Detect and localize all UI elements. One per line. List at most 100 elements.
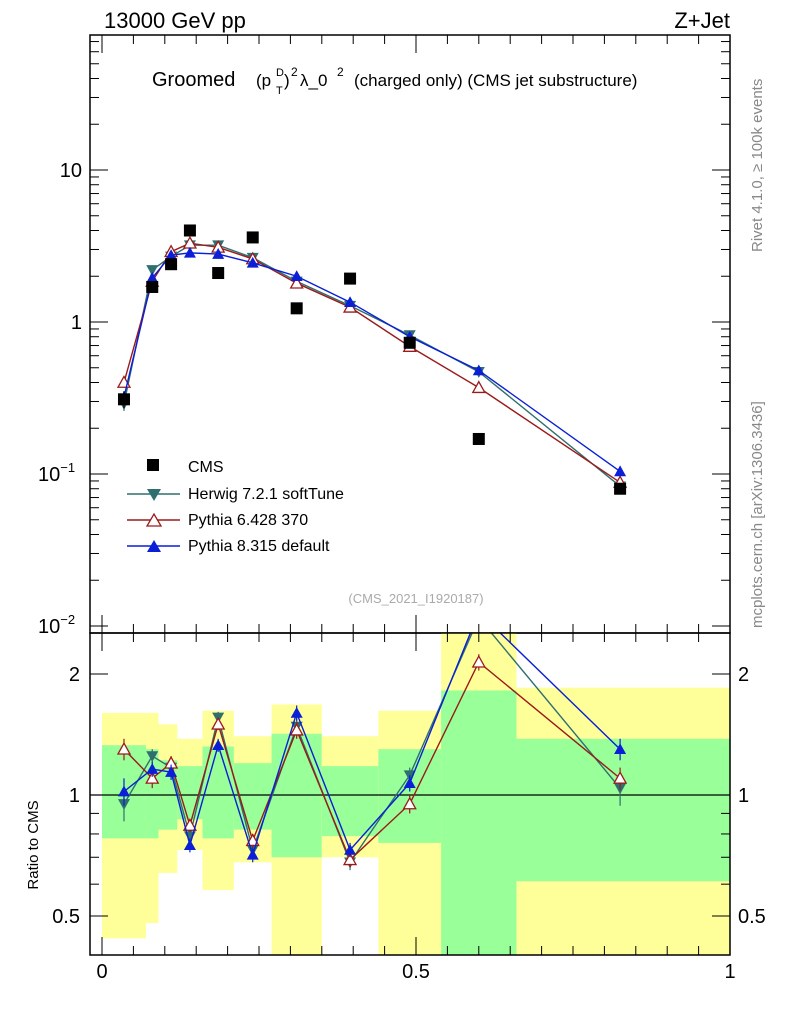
main-point-pythia8 xyxy=(165,249,178,261)
legend-label-pythia8: Pythia 8.315 default xyxy=(188,538,330,555)
ratio-point-pythia8 xyxy=(473,606,485,617)
legend-marker-herwig xyxy=(147,489,161,501)
main-series-cms xyxy=(117,224,627,495)
ratio-point-pythia8 xyxy=(246,848,259,860)
legend-marker-cms xyxy=(147,459,159,471)
legend-marker-pythia6 xyxy=(145,512,163,527)
main-line-pythia8 xyxy=(123,252,621,472)
title-prefix: Groomed xyxy=(152,69,235,91)
ratio-y-tick-label-right: 2 xyxy=(738,664,749,686)
ratio-point-pythia8 xyxy=(290,706,303,718)
ratio-point-pythia8 xyxy=(344,843,357,855)
ratio-y-tick-label-left: 1 xyxy=(69,785,80,807)
ratio-frame xyxy=(89,632,731,956)
ratio-point-pythia8 xyxy=(146,763,159,774)
ratio-series-pythia8 xyxy=(117,606,627,863)
ratio-point-pythia6 xyxy=(145,771,160,784)
main-point-cms xyxy=(403,336,416,349)
ratio-ylabel: Ratio to CMS xyxy=(25,800,42,889)
ratio-band-inner xyxy=(441,690,517,955)
main-point-pythia6 xyxy=(289,275,304,289)
ratio-point-pythia6 xyxy=(402,796,417,810)
ratio-series-pythia6 xyxy=(116,654,628,868)
main-point-cms xyxy=(344,272,357,285)
ratio-point-pythia6 xyxy=(245,833,260,847)
ratio-point-pythia6 xyxy=(342,852,358,866)
main-point-herwig xyxy=(146,265,159,276)
title-lambda-pow: 2 xyxy=(337,65,344,79)
main-y-tick-label: 10−1 xyxy=(38,460,75,486)
header-right: Z+Jet xyxy=(674,8,730,33)
ratio-series xyxy=(116,606,628,871)
header-left: 13000 GeV pp xyxy=(104,8,246,33)
main-point-pythia8 xyxy=(472,364,485,376)
ratio-point-pythia8 xyxy=(212,739,225,751)
ratio-point-pythia6 xyxy=(289,722,304,736)
title-pt-pow: 2 xyxy=(291,65,298,79)
main-point-pythia8 xyxy=(146,271,159,283)
main-point-cms xyxy=(212,267,225,280)
x-tick-label: 0 xyxy=(96,961,107,983)
main-point-cms xyxy=(290,302,303,315)
main-series-pythia8 xyxy=(117,246,627,477)
ratio-band-inner xyxy=(516,738,730,882)
ratio-point-pythia8 xyxy=(183,839,196,851)
main-y-tick-label: 1 xyxy=(71,312,82,334)
main-point-cms xyxy=(165,258,178,271)
ratio-y-tick-label-right: 0.5 xyxy=(738,906,766,928)
title-suffix: (charged only) (CMS jet substructure) xyxy=(354,71,637,90)
ratio-point-pythia8 xyxy=(403,777,416,788)
main-point-cms xyxy=(614,482,627,495)
main-point-cms xyxy=(117,393,130,406)
ratio-panel: 0.5 0.5 1 1 2 2 0 0.5 1 Ratio to CMS xyxy=(25,606,766,983)
main-y-tick-label: 10−2 xyxy=(38,612,75,638)
title-pt: (p xyxy=(256,71,271,90)
ratio-y-tick-label-right: 1 xyxy=(738,785,749,807)
ratio-bands xyxy=(102,633,730,955)
title-pt-close: ) xyxy=(284,71,290,90)
ratio-point-pythia6 xyxy=(116,741,132,755)
ratio-point-pythia8 xyxy=(614,743,627,755)
x-tick-labels: 0 0.5 1 xyxy=(96,961,735,983)
ratio-point-pythia6 xyxy=(612,771,628,784)
title-pt-sub: T xyxy=(276,85,283,97)
rivet-label: Rivet 4.1.0, ≥ 100k events xyxy=(749,79,766,252)
main-point-pythia6 xyxy=(471,380,486,394)
main-point-pythia8 xyxy=(183,246,196,258)
main-point-pythia8 xyxy=(614,465,627,477)
ratio-y-tick-label-left: 2 xyxy=(69,664,80,686)
legend-marker-pythia8 xyxy=(147,540,161,552)
main-line-herwig xyxy=(123,244,621,487)
main-point-cms xyxy=(246,231,259,244)
main-series-pythia6 xyxy=(116,235,628,488)
ratio-point-herwig xyxy=(146,751,159,763)
legend: CMS Herwig 7.2.1 softTune Pythia 6.428 3… xyxy=(127,459,344,555)
main-line-pythia6 xyxy=(123,242,621,484)
legend-label-cms: CMS xyxy=(188,459,224,476)
ratio-point-pythia8 xyxy=(117,785,130,797)
main-point-pythia8 xyxy=(246,256,259,268)
main-point-cms xyxy=(472,432,485,445)
ratio-point-pythia6 xyxy=(182,818,198,831)
title-pt-sup: D xyxy=(276,67,284,79)
ratio-point-pythia8 xyxy=(165,766,178,777)
main-y-tick-labels: 10 1 10−1 10−2 xyxy=(38,160,82,638)
ratio-point-pythia6 xyxy=(471,654,486,668)
main-y-tick-label: 10 xyxy=(60,160,82,182)
mcplots-label: mcplots.cern.ch [arXiv:1306.3436] xyxy=(749,401,766,628)
main-point-pythia8 xyxy=(290,270,303,282)
title-lambda: λ_0 xyxy=(300,71,327,90)
legend-label-pythia6: Pythia 6.428 370 xyxy=(188,512,308,529)
main-series xyxy=(116,224,628,495)
main-point-pythia8 xyxy=(344,296,357,307)
ratio-y-tick-label-left: 0.5 xyxy=(52,906,80,928)
ratio-band-inner xyxy=(321,766,379,837)
main-point-pythia8 xyxy=(212,248,225,259)
main-point-cms xyxy=(146,280,159,293)
legend-label-herwig: Herwig 7.2.1 softTune xyxy=(188,486,344,503)
main-series-herwig xyxy=(117,240,627,493)
ratio-point-pythia6 xyxy=(211,716,226,730)
plot-title: Groomed (p D T ) 2 λ_0 2 (charged only) … xyxy=(152,65,637,97)
analysis-id: (CMS_2021_I1920187) xyxy=(348,591,483,606)
